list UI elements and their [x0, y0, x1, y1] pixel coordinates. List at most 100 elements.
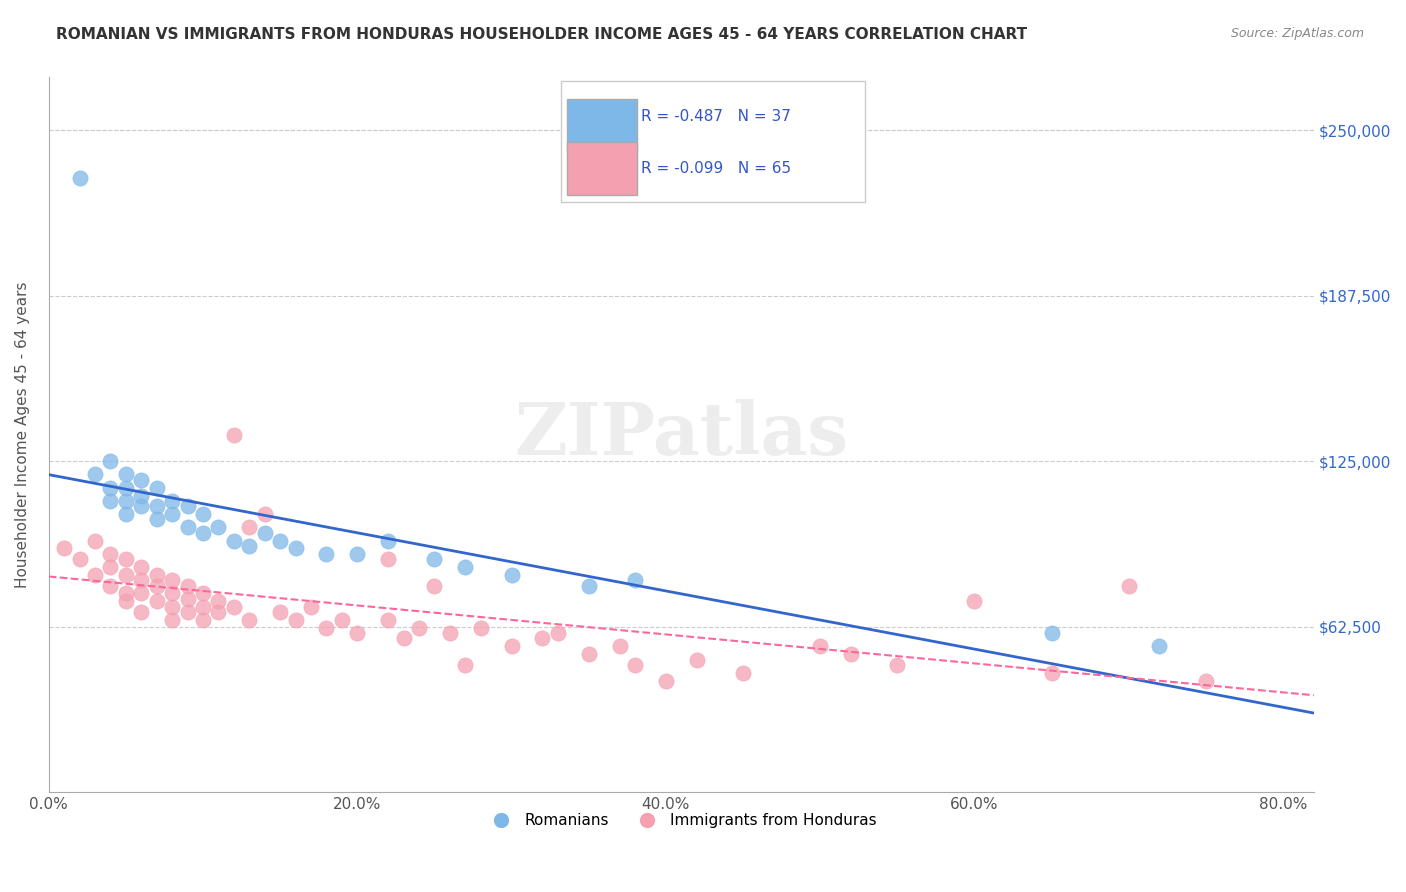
Point	[284, 541, 307, 556]
Point	[624, 574, 647, 588]
Point	[191, 507, 214, 521]
Point	[84, 467, 107, 482]
Point	[131, 574, 153, 588]
Point	[531, 632, 554, 646]
Point	[176, 520, 198, 534]
Point	[1195, 673, 1218, 688]
Point	[131, 499, 153, 513]
Point	[100, 494, 122, 508]
Point	[160, 613, 183, 627]
Point	[392, 632, 415, 646]
Point	[115, 568, 138, 582]
Point	[176, 605, 198, 619]
Point	[963, 594, 986, 608]
Point	[100, 481, 122, 495]
Point	[145, 499, 167, 513]
Point	[808, 640, 831, 654]
Text: Source: ZipAtlas.com: Source: ZipAtlas.com	[1230, 27, 1364, 40]
Point	[100, 578, 122, 592]
Point	[423, 578, 446, 592]
Point	[145, 568, 167, 582]
Legend: Romanians, Immigrants from Honduras: Romanians, Immigrants from Honduras	[479, 807, 883, 834]
Point	[145, 512, 167, 526]
Point	[53, 541, 76, 556]
Point	[191, 525, 214, 540]
Point	[731, 665, 754, 680]
Point	[84, 533, 107, 548]
Point	[115, 586, 138, 600]
Point	[145, 481, 167, 495]
Point	[655, 673, 678, 688]
Point	[253, 507, 276, 521]
Point	[547, 626, 569, 640]
Point	[269, 605, 291, 619]
Point	[191, 586, 214, 600]
Point	[315, 621, 337, 635]
Point	[115, 594, 138, 608]
Point	[238, 539, 260, 553]
Point	[1040, 626, 1063, 640]
Point	[238, 520, 260, 534]
Point	[131, 605, 153, 619]
Point	[222, 599, 245, 614]
Point	[609, 640, 631, 654]
Point	[69, 552, 91, 566]
Point	[501, 640, 523, 654]
Point	[377, 552, 399, 566]
Point	[1118, 578, 1140, 592]
Point	[222, 427, 245, 442]
Point	[131, 560, 153, 574]
Point	[69, 171, 91, 186]
Text: R = -0.099   N = 65: R = -0.099 N = 65	[641, 161, 792, 176]
Point	[100, 560, 122, 574]
Point	[578, 578, 600, 592]
Point	[408, 621, 430, 635]
Point	[839, 648, 862, 662]
Point	[578, 648, 600, 662]
Point	[624, 657, 647, 672]
Point	[115, 552, 138, 566]
Point	[115, 507, 138, 521]
Point	[470, 621, 492, 635]
Point	[145, 594, 167, 608]
Point	[207, 520, 229, 534]
Point	[222, 533, 245, 548]
Point	[454, 560, 477, 574]
Point	[160, 574, 183, 588]
Point	[100, 454, 122, 468]
Point	[299, 599, 322, 614]
Point	[131, 489, 153, 503]
Point	[84, 568, 107, 582]
Point	[160, 494, 183, 508]
Text: ROMANIAN VS IMMIGRANTS FROM HONDURAS HOUSEHOLDER INCOME AGES 45 - 64 YEARS CORRE: ROMANIAN VS IMMIGRANTS FROM HONDURAS HOU…	[56, 27, 1028, 42]
Text: ZIPatlas: ZIPatlas	[515, 400, 848, 470]
Point	[176, 591, 198, 606]
Point	[253, 525, 276, 540]
Point	[238, 613, 260, 627]
Point	[207, 605, 229, 619]
Point	[145, 578, 167, 592]
Point	[454, 657, 477, 672]
Point	[330, 613, 353, 627]
Point	[686, 653, 709, 667]
Point	[160, 586, 183, 600]
Point	[377, 533, 399, 548]
Point	[1149, 640, 1171, 654]
Point	[191, 599, 214, 614]
Point	[131, 473, 153, 487]
Point	[423, 552, 446, 566]
Point	[115, 467, 138, 482]
Point	[160, 507, 183, 521]
Point	[100, 547, 122, 561]
Point	[115, 481, 138, 495]
Point	[131, 586, 153, 600]
Point	[346, 547, 368, 561]
Point	[160, 599, 183, 614]
Point	[284, 613, 307, 627]
Point	[115, 494, 138, 508]
Point	[346, 626, 368, 640]
Point	[176, 578, 198, 592]
Point	[501, 568, 523, 582]
FancyBboxPatch shape	[568, 99, 637, 153]
Text: R = -0.487   N = 37: R = -0.487 N = 37	[641, 109, 790, 124]
